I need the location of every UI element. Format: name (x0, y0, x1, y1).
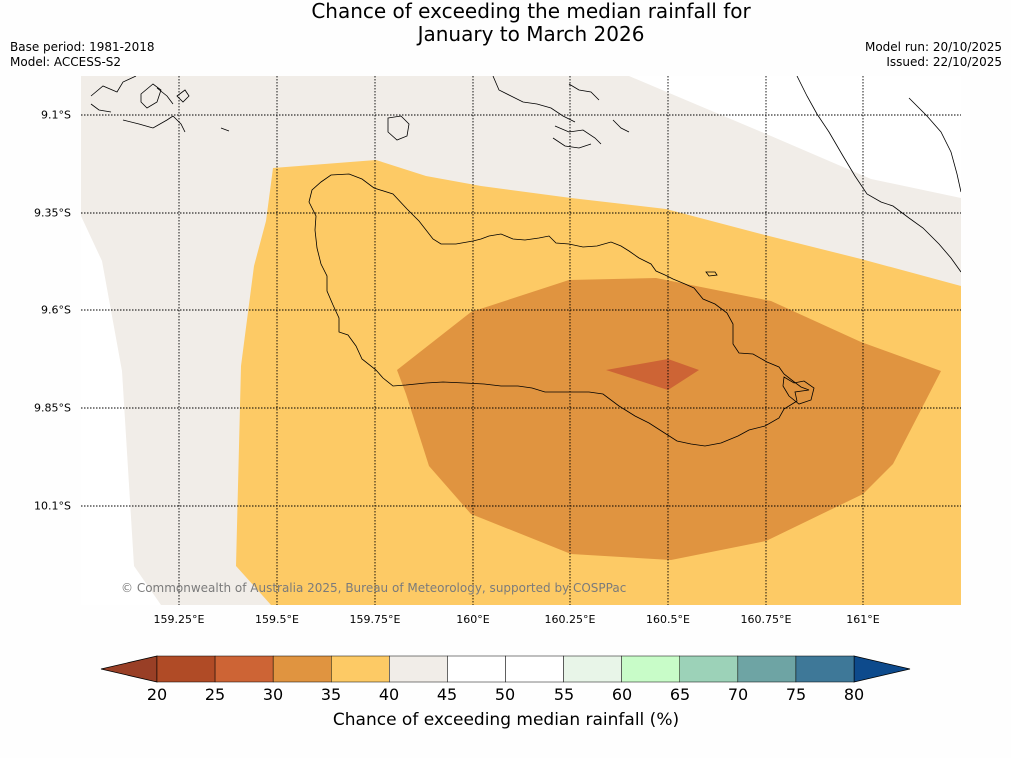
lat-label-9-1: 9.1°S (41, 108, 71, 122)
meta-left: Base period: 1981-2018 Model: ACCESS-S2 (10, 40, 155, 70)
colorbar (100, 655, 911, 683)
base-period: Base period: 1981-2018 (10, 40, 155, 54)
north-islet-coast (387, 115, 410, 141)
lat-label-9-85: 9.85°S (34, 401, 71, 415)
colorbar-bin-50-55 (505, 655, 564, 683)
lon-label-159-25: 159.25°E (153, 613, 205, 626)
colorbar-bin-70-75 (737, 655, 797, 683)
zone-30-35 (397, 278, 941, 560)
copyright-notice: © Commonwealth of Australia 2025, Bureau… (121, 581, 627, 595)
zone-25-30 (606, 359, 699, 390)
lon-label-160-75: 160.75°E (740, 613, 792, 626)
meta-right: Model run: 20/10/2025 Issued: 22/10/2025 (865, 40, 1002, 70)
model-name: Model: ACCESS-S2 (10, 55, 122, 69)
lon-label-160-25: 160.25°E (544, 613, 596, 626)
issued-date: Issued: 22/10/2025 (886, 55, 1002, 69)
colorbar-tick-50: 50 (494, 685, 516, 704)
lon-label-159-75: 159.75°E (349, 613, 401, 626)
colorbar-bin-55-60 (563, 655, 622, 683)
colorbar-high-extend (853, 655, 911, 683)
colorbar-tick-30: 30 (262, 685, 284, 704)
map-title: Chance of exceeding the median rainfall … (0, 0, 1011, 46)
map-svg (81, 76, 961, 605)
lat-label-10-1: 10.1°S (34, 499, 71, 513)
colorbar-tick-70: 70 (727, 685, 749, 704)
colorbar-tick-45: 45 (436, 685, 458, 704)
colorbar-bin-40-45 (389, 655, 448, 683)
north-center-islands-coast (492, 76, 630, 149)
colorbar-tick-55: 55 (553, 685, 575, 704)
colorbar-tick-65: 65 (669, 685, 691, 704)
title-line-1: Chance of exceeding the median rainfall … (311, 0, 751, 23)
colorbar-tick-60: 60 (611, 685, 633, 704)
colorbar-tick-20: 20 (146, 685, 168, 704)
colorbar-tick-35: 35 (320, 685, 342, 704)
colorbar-bin-65-70 (679, 655, 739, 683)
nw-islands-coast (90, 76, 230, 133)
lon-label-161: 161°E (846, 613, 880, 626)
colorbar-low-extend (100, 655, 158, 683)
colorbar-bin-45-50 (447, 655, 506, 683)
map-panel (81, 76, 961, 605)
lon-label-159-5: 159.5°E (255, 613, 299, 626)
lat-label-9-6: 9.6°S (41, 303, 71, 317)
colorbar-tick-40: 40 (378, 685, 400, 704)
colorbar-bin-35-40 (331, 655, 390, 683)
title-line-2: January to March 2026 (417, 22, 645, 46)
coastlines (90, 76, 961, 447)
colorbar-bin-30-35 (272, 655, 332, 683)
lon-label-160: 160°E (456, 613, 490, 626)
east-islet-coast (782, 376, 815, 405)
main-island-coast (308, 173, 810, 447)
colorbar-bin-75-80 (795, 655, 855, 683)
colorbar-bin-25-30 (214, 655, 274, 683)
model-run: Model run: 20/10/2025 (864, 40, 1002, 54)
colorbar-bin-60-65 (621, 655, 681, 683)
colorbar-tick-80: 80 (843, 685, 865, 704)
colorbar-tick-25: 25 (204, 685, 226, 704)
lat-label-9-35: 9.35°S (34, 206, 71, 220)
colorbar-label: Chance of exceeding median rainfall (%) (332, 710, 680, 730)
colorbar-bin-20-25 (156, 655, 216, 683)
colorbar-tick-75: 75 (785, 685, 807, 704)
east-coast (796, 76, 961, 273)
graticule (81, 76, 961, 605)
lon-label-160-5: 160.5°E (646, 613, 690, 626)
small-islet-coast (705, 271, 718, 277)
